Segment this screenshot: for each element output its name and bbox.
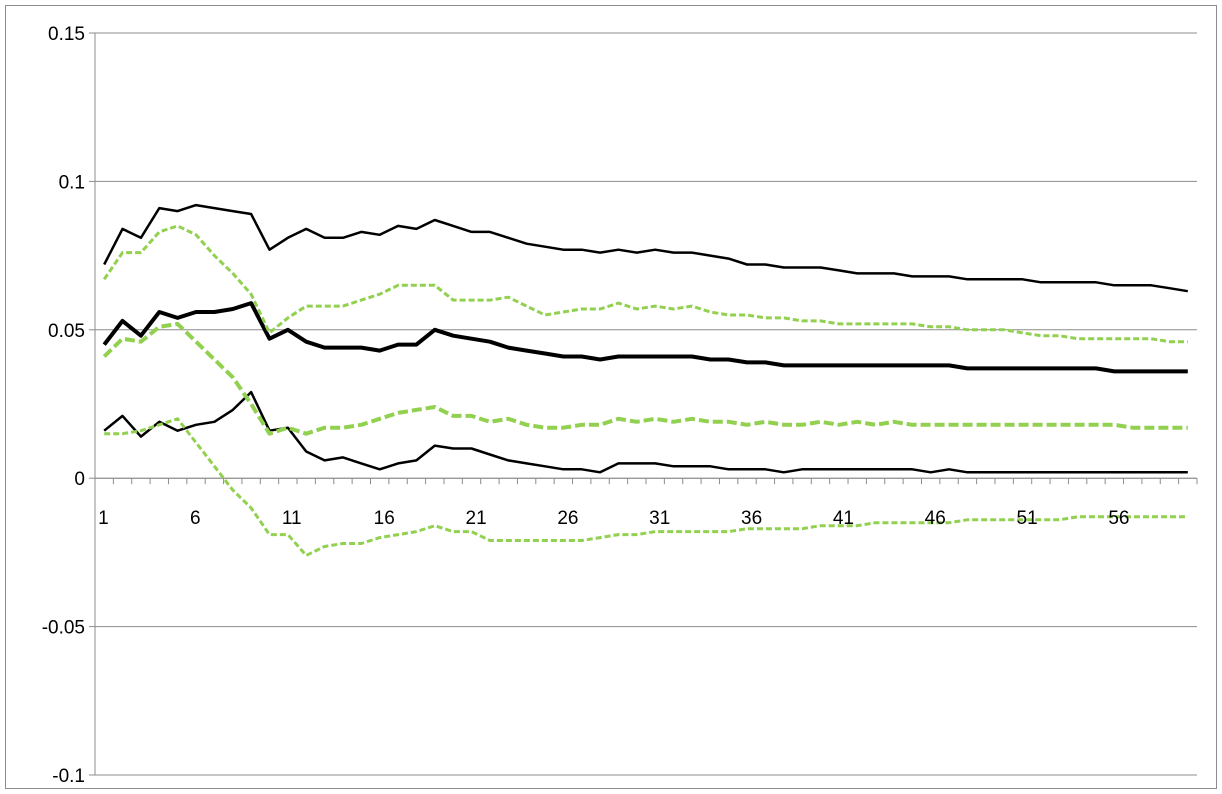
series-line-5 <box>102 224 1188 344</box>
x-tick-label: 46 <box>925 508 946 529</box>
chart-frame <box>5 5 1217 789</box>
y-tick-label: -0.1 <box>52 766 85 787</box>
axes <box>89 32 1198 776</box>
y-tick-label: 0.05 <box>48 321 85 342</box>
x-tick-label: 16 <box>374 508 395 529</box>
series-line-4 <box>102 321 1188 436</box>
x-tick-label: 1 <box>98 508 109 529</box>
x-tick-label: 56 <box>1108 508 1129 529</box>
x-tick-label: 41 <box>833 508 854 529</box>
x-tick-label: 21 <box>466 508 487 529</box>
y-tick-label: 0 <box>74 469 85 490</box>
series-lines <box>102 203 1189 557</box>
x-tick-label: 26 <box>557 508 578 529</box>
series-line-1 <box>102 301 1188 374</box>
gridlines <box>95 32 1197 776</box>
series-line-2 <box>103 203 1189 293</box>
y-tick-label: 0.1 <box>59 172 85 193</box>
x-tick-label: 31 <box>649 508 670 529</box>
series-line-6 <box>104 417 1188 557</box>
y-tick-label: 0.15 <box>48 24 85 45</box>
x-tick-label: 6 <box>190 508 201 529</box>
y-tick-label: -0.05 <box>42 618 85 639</box>
x-tick-label: 36 <box>741 508 762 529</box>
x-tick-label: 11 <box>282 508 302 529</box>
x-tick-label: 51 <box>1017 508 1038 529</box>
